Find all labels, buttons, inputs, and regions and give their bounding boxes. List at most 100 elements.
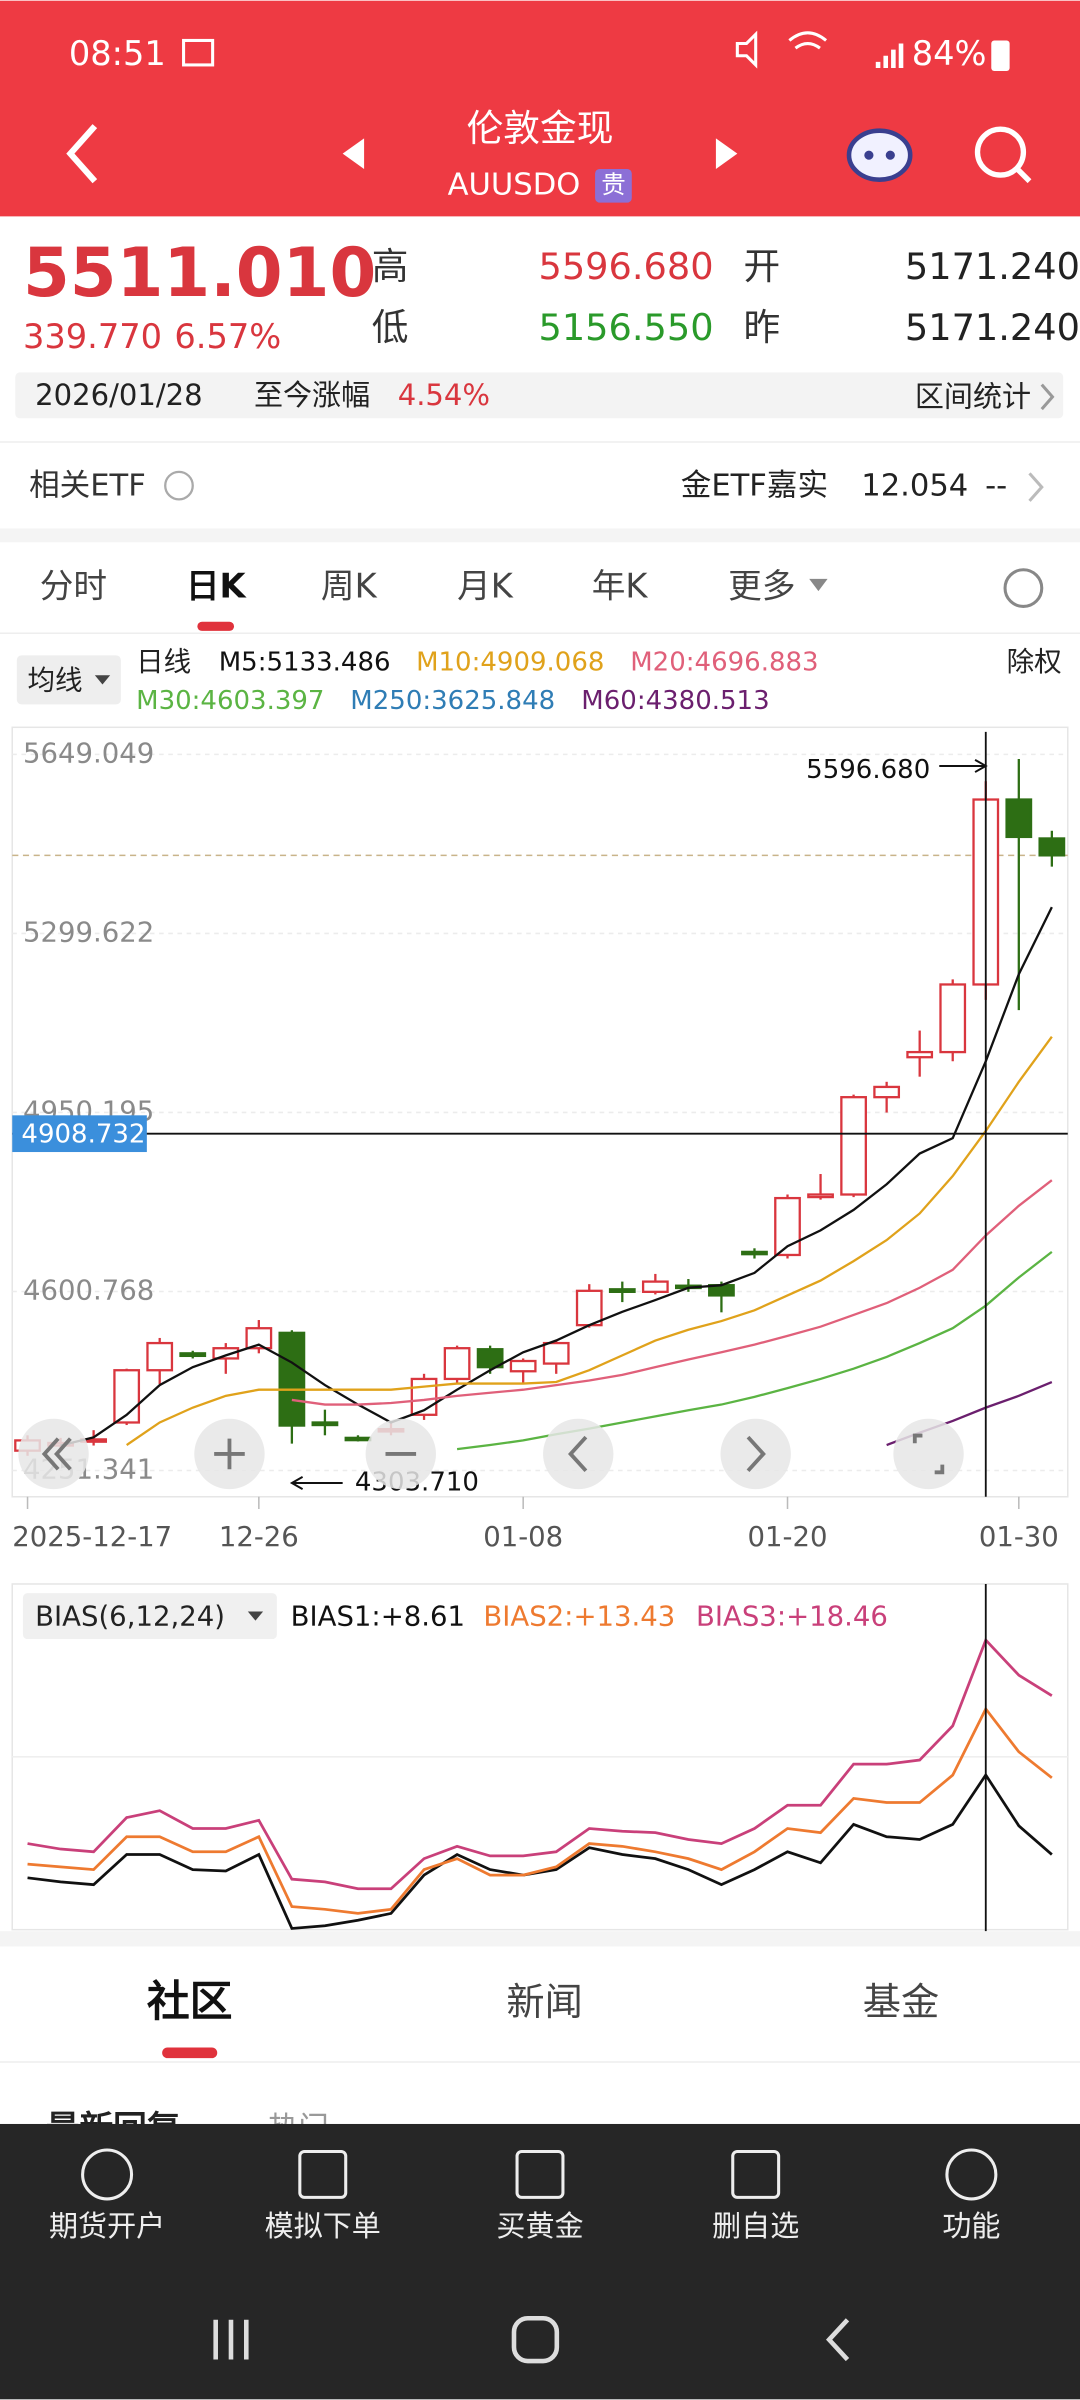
price-change-pct: 6.57% [174, 317, 281, 356]
prev-value: 5171.240 [905, 306, 1080, 349]
candle-body [245, 1327, 273, 1350]
nav-label[interactable]: 模拟下单 [265, 2209, 381, 2243]
nav-label[interactable]: 删自选 [712, 2209, 799, 2243]
home-button[interactable] [511, 2315, 560, 2364]
ma-line [291, 1179, 1053, 1406]
dropdown-arrow [809, 578, 828, 592]
period-tab[interactable]: 日K [186, 567, 248, 606]
nav-label[interactable]: 期货开户 [49, 2209, 165, 2243]
search-handle [1015, 167, 1032, 184]
period-tabs: 分时 日K 周K 月K 年K 更多 [40, 567, 828, 631]
chart-controls [18, 1418, 964, 1490]
candle-body [807, 1193, 834, 1199]
period-tab[interactable]: 月K [457, 567, 514, 606]
open-value: 5171.240 [905, 245, 1080, 288]
prev-button[interactable] [342, 138, 365, 169]
period-tab[interactable]: 分时 [40, 567, 107, 606]
signal-icon [875, 43, 904, 68]
candle-body [939, 983, 967, 1054]
bottom-nav-items: 期货开户 模拟下单 买黄金 删自选 功能 [49, 2148, 1000, 2243]
legend-entry: M30:4603.397 [136, 686, 324, 716]
legend-entry: M10:4909.068 [416, 648, 604, 678]
search-button[interactable] [974, 126, 1027, 178]
help-icon[interactable] [164, 470, 194, 501]
high-label: 高 [372, 245, 409, 288]
kline-chart: 4251.3414600.7684950.1955299.6225649.049… [12, 731, 1068, 1553]
adjust-label[interactable]: 除权 [1007, 646, 1062, 678]
high-value: 5596.680 [538, 245, 713, 288]
nav-icon [81, 2148, 134, 2201]
nav-label[interactable]: 买黄金 [496, 2209, 583, 2243]
bias-chart: BIAS(6,12,24) BIAS1:+8.61 BIAS2:+13.43 BIAS… [12, 1583, 1068, 1932]
crosshair-label-bg [12, 1115, 147, 1153]
candle-body [509, 1359, 537, 1373]
scroll-start-button[interactable] [18, 1418, 89, 1490]
ma-line [60, 906, 1053, 1447]
since-label: 至今涨幅 [254, 378, 370, 412]
candle-body [179, 1352, 207, 1358]
candle-body [575, 1289, 603, 1327]
etf-change: -- [985, 469, 1007, 504]
candle-body [741, 1250, 768, 1256]
header-title: 伦敦金现 [467, 107, 614, 150]
nav-icon [731, 2149, 781, 2199]
ma-line [126, 1036, 1053, 1446]
period-tab[interactable]: 周K [321, 567, 378, 606]
divider [0, 1931, 1080, 1947]
back-button[interactable] [66, 124, 98, 184]
community-tabs: 社区 新闻 基金 [147, 1977, 939, 2059]
nav-label[interactable]: 功能 [942, 2209, 1000, 2243]
community-tab[interactable]: 新闻 [506, 1981, 582, 2025]
y-tick-label: 5299.622 [23, 916, 154, 948]
divider [0, 632, 1080, 634]
bias-line [27, 1637, 1053, 1891]
candle-body [146, 1341, 174, 1372]
low-mark-arrow [289, 1476, 343, 1490]
scroll-right-button[interactable] [720, 1418, 791, 1490]
period-label: 日线 [136, 646, 191, 678]
divider [0, 441, 1080, 443]
badge: 贵 [601, 170, 625, 199]
system-nav[interactable] [213, 2318, 850, 2362]
chevron [1040, 383, 1055, 411]
indicator-button[interactable] [22, 1593, 277, 1640]
etf-value: 12.054 [861, 469, 968, 504]
low-label: 低 [372, 306, 409, 349]
legend-entry: M20:4696.883 [630, 648, 818, 678]
etf-name[interactable]: 金ETF嘉实 [681, 469, 828, 504]
candle-body [641, 1280, 669, 1293]
settings-icon[interactable] [1003, 568, 1044, 608]
candle-body [476, 1348, 504, 1369]
range-bar[interactable] [15, 372, 1064, 419]
crosshair-label: 4908.732 [21, 1120, 145, 1150]
community-tab[interactable]: 基金 [863, 1981, 939, 2025]
prev-label: 昨 [743, 306, 780, 349]
etf-label: 相关ETF [29, 469, 146, 504]
ma-button[interactable] [16, 655, 121, 705]
robot-eye [864, 150, 874, 160]
candle-body [212, 1347, 240, 1360]
next-button[interactable] [715, 138, 738, 169]
period-tab[interactable]: 年K [592, 567, 649, 606]
control-icons [41, 1433, 945, 1475]
active-indicator [197, 621, 235, 631]
community-tab[interactable]: 社区 [147, 1977, 233, 2027]
dropdown-arrow [247, 1611, 264, 1621]
status-time: 08:51 [69, 34, 166, 73]
candle-body [311, 1421, 339, 1427]
legend-entry: M250:3625.848 [350, 686, 555, 716]
ma-button-label: 均线 [28, 664, 83, 696]
robot-icon[interactable] [846, 128, 913, 182]
divider [0, 2061, 1080, 2063]
range-stats[interactable]: 区间统计 [915, 379, 1031, 413]
range-date: 2026/01/28 [35, 378, 202, 412]
candle-body [344, 1436, 372, 1442]
x-tick-label: 01-30 [979, 1521, 1059, 1553]
scroll-left-button[interactable] [543, 1418, 614, 1490]
chevron [1028, 472, 1044, 502]
fullscreen-button[interactable] [893, 1418, 964, 1490]
legend-entry: M5:5133.486 [219, 648, 391, 678]
candle-body [608, 1288, 636, 1293]
period-tab[interactable]: 更多 [728, 567, 795, 606]
